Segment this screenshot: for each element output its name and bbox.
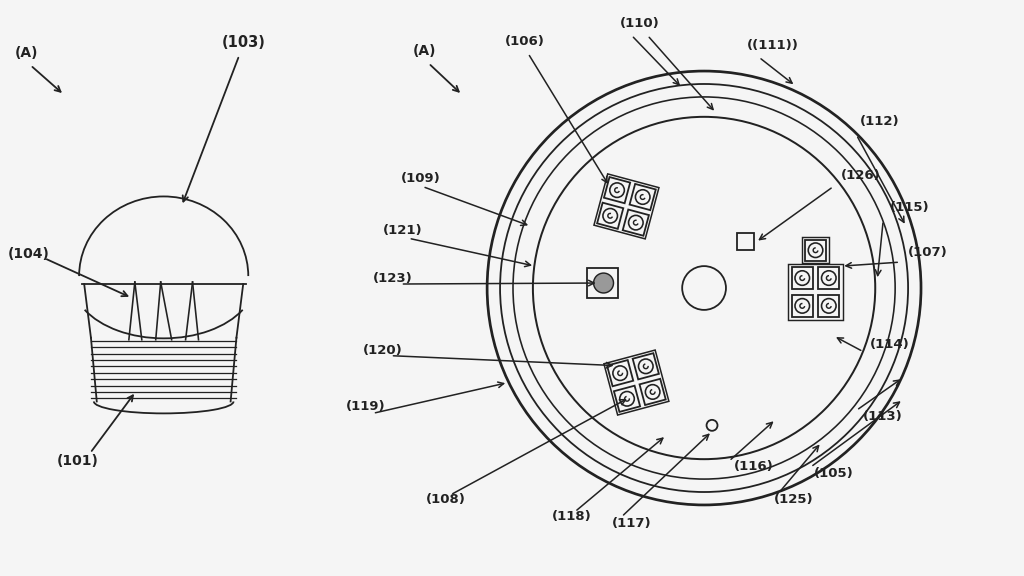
Bar [803,237,828,263]
Text: (106): (106) [505,35,545,48]
Text: (A): (A) [14,46,38,60]
Text: (118): (118) [552,510,592,523]
Text: (103): (103) [221,35,265,50]
Text: (116): (116) [734,460,774,473]
Text: (114): (114) [870,338,910,351]
Text: (101): (101) [57,454,99,468]
Circle shape [594,273,613,293]
Text: (120): (120) [362,344,402,357]
Text: (112): (112) [860,115,900,128]
Text: (117): (117) [611,517,651,530]
Text: (109): (109) [400,172,440,184]
Bar [587,268,618,298]
Text: (125): (125) [774,493,813,506]
Text: (121): (121) [383,224,422,237]
Text: (115): (115) [890,202,930,214]
Text: ((111)): ((111)) [746,39,799,52]
Text: (119): (119) [346,400,385,414]
Text: (110): (110) [620,17,659,31]
Text: (108): (108) [425,493,465,506]
Text: (105): (105) [813,467,853,480]
Text: (126): (126) [841,169,881,181]
Bar [737,233,754,250]
Text: (A): (A) [413,44,436,58]
Bar [788,264,843,320]
Text: (113): (113) [863,410,903,423]
Text: (123): (123) [373,272,413,285]
Text: (104): (104) [7,247,49,261]
Text: (107): (107) [908,246,948,259]
